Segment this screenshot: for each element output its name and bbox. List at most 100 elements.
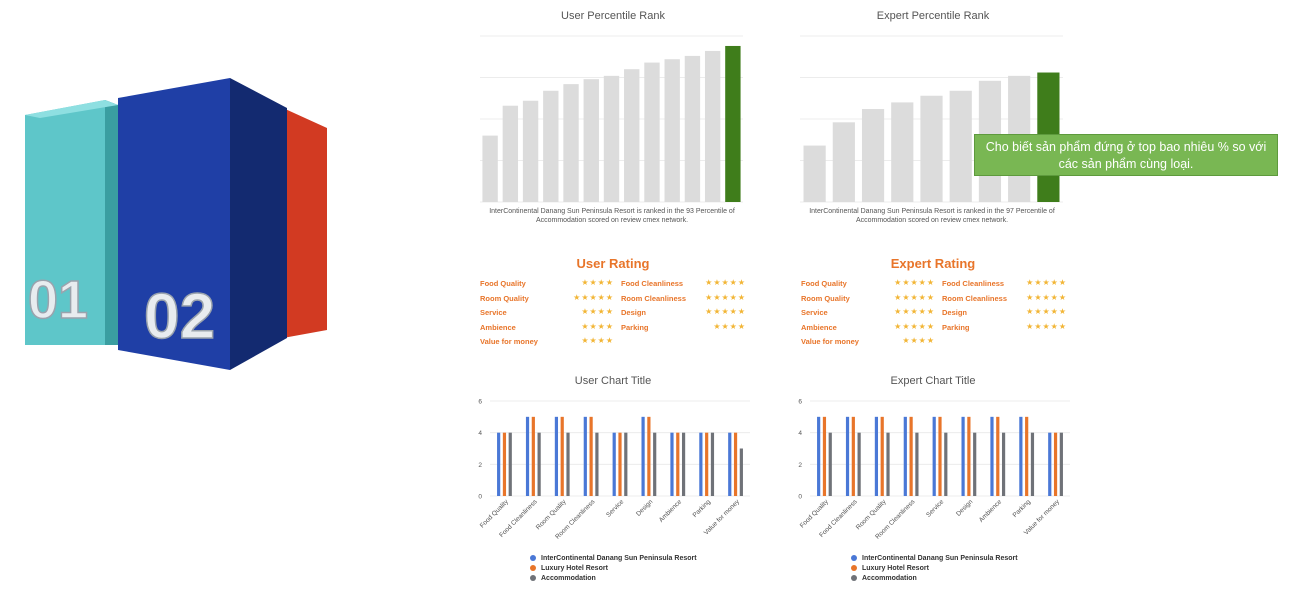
user-chart-bar-3-2 [595,432,599,496]
y-tick-label: 6 [798,399,802,406]
user-chart-bar-6-0 [670,432,674,496]
legend-dot [530,565,536,572]
expert-chart-bar-2-2 [886,432,890,496]
expert-chart-bar-0-0 [817,416,821,496]
user-chart-bar-3-0 [583,416,587,496]
expert-rating-label: Food Cleanliness [942,279,1005,288]
user-chart-bar-0-2 [508,432,512,496]
numbered-blocks-graphic: 01 02 [25,78,327,370]
expert-rating-stars: ★★★★★ [1026,307,1067,316]
expert-percentile-bar-4 [920,95,943,202]
expert-rating-label: Food Quality [801,279,847,288]
expert-rating-label: Service [801,308,828,317]
expert-chart-bar-1-2 [857,432,861,496]
expert-percentile-chart [800,35,1063,203]
legend-label: Accommodation [541,575,596,582]
expert-rating-stars: ★★★★★ [894,278,935,287]
y-tick-label: 6 [478,399,482,406]
callout-note: Cho biết sản phẩm đứng ở top bao nhiêu %… [974,134,1278,176]
x-tick-label: Parking [1012,498,1033,519]
y-tick-label: 2 [478,462,482,469]
user-percentile-bar-12 [725,45,741,203]
expert-percentile-bar-2 [861,109,885,202]
user-percentile-bar-6 [603,75,620,202]
user-percentile-bar-8 [644,62,660,203]
legend-label: InterContinental Danang Sun Peninsula Re… [862,555,1018,562]
user-chart-bar-7-2 [710,432,715,496]
user-chart-bar-2-2 [566,432,570,496]
user-rating-stars: ★★★★ [581,307,614,316]
block-03-front [283,108,327,338]
expert-chart-bar-3-1 [909,416,913,496]
user-rating-stars: ★★★★ [713,321,746,331]
block-02-front [118,78,230,370]
expert-rating-stars: ★★★★★ [1026,321,1067,331]
user-chart-bar-6-2 [681,432,686,496]
user-chart-bar-0-0 [497,432,501,496]
x-tick-label: Parking [692,498,713,519]
user-rating-label: Room Quality [480,293,529,303]
user-rating-stars: ★★★★ [581,278,614,287]
expert-chart-bar-8-1 [1053,432,1058,496]
user-rating-stars: ★★★★★ [705,307,746,316]
user-percentile-caption: InterContinental Danang Sun Peninsula Re… [489,208,735,224]
x-tick-label: Food Quality [479,498,511,530]
user-rating-stars: ★★★★ [581,336,614,345]
legend-item: Luxury Hotel Resort [530,565,608,572]
user-rating-label: Room Cleanliness [621,293,687,303]
legend-dot [530,555,536,562]
user-rating-stars: ★★★★★ [573,292,614,302]
user-rating-label: Service [480,308,507,317]
expert-chart-bar-2-0 [874,416,879,496]
user-rating-label: Parking [621,322,649,332]
y-tick-label: 2 [798,462,802,469]
legend-item: InterContinental Danang Sun Peninsula Re… [530,555,697,562]
expert-rating-label: Parking [942,322,970,332]
expert-percentile-title: Expert Percentile Rank [876,10,990,22]
user-rating-stars: ★★★★★ [705,278,746,287]
user-percentile-bar-9 [664,59,680,203]
expert-chart-bar-4-0 [932,416,936,496]
expert-chart-bar-1-1 [851,416,855,496]
legend-item: Luxury Hotel Resort [851,565,929,572]
x-tick-label: Food Quality [799,498,831,530]
expert-percentile-caption: InterContinental Danang Sun Peninsula Re… [809,208,1055,224]
user-percentile-bar-3 [543,90,559,202]
legend-label: Accommodation [862,575,917,582]
expert-chart-bar-0-1 [822,416,827,496]
user-chart-bar-2-1 [560,416,564,496]
user-percentile-bar-11 [704,50,721,202]
user-percentile-bar-1 [502,105,519,202]
expert-rating-label: Ambience [801,322,837,332]
expert-chart-bar-7-2 [1030,432,1035,496]
y-tick-label: 4 [798,430,802,437]
expert-chart-title: Expert Chart Title [890,375,976,387]
user-percentile-bar-4 [563,84,579,202]
expert-rating-label: Room Quality [801,293,850,303]
legend-item: Accommodation [530,575,596,582]
legend-dot [851,575,857,582]
user-chart-bar-8-0 [728,432,732,496]
user-rating-stars: ★★★★ [581,321,614,331]
expert-chart-bar-8-0 [1048,432,1052,496]
user-chart-bar-0-1 [502,432,507,496]
user-chart-bar-3-1 [589,416,593,496]
expert-percentile-bar-5 [949,90,972,202]
expert-chart-bar-6-2 [1001,432,1006,496]
x-tick-label: Service [605,498,626,519]
expert-rating-label: Room Cleanliness [942,293,1008,303]
user-chart-bar-4-1 [618,432,622,496]
expert-rating-stars: ★★★★ [902,336,935,345]
expert-chart-bar-8-2 [1059,432,1063,496]
user-percentile-chart [480,35,743,203]
expert-rating-stars: ★★★★★ [1026,278,1067,287]
expert-chart-bar-6-0 [990,416,994,496]
user-rating-title: User Rating [576,256,650,271]
user-chart-bar-4-0 [612,432,616,496]
user-rating-stars: ★★★★★ [705,292,746,302]
legend-dot [851,565,857,572]
y-tick-label: 0 [798,494,802,501]
expert-chart-bar-7-0 [1019,416,1023,496]
user-rating-label: Ambience [480,322,516,332]
